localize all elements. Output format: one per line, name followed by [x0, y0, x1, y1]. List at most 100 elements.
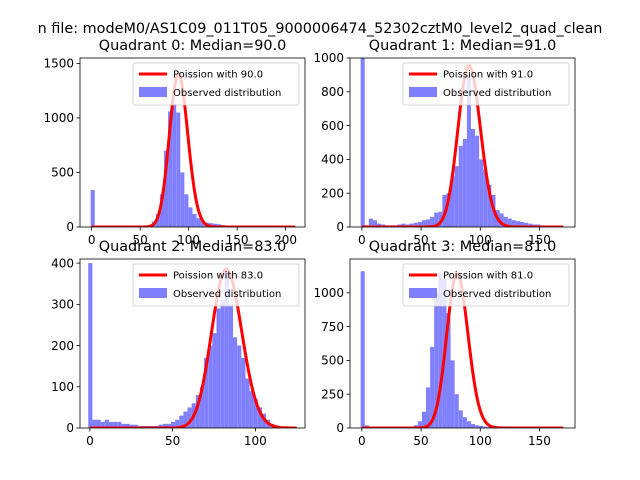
histogram-bar — [192, 213, 197, 227]
histogram-bar — [479, 425, 484, 428]
histogram-bar — [503, 216, 508, 227]
legend-observed-swatch — [409, 288, 437, 298]
histogram-bar — [458, 410, 463, 428]
histogram-bar — [470, 423, 476, 428]
legend-box — [132, 62, 300, 106]
histogram-bar — [483, 426, 488, 428]
x-tick-label: 0 — [358, 233, 366, 247]
histogram-bar — [180, 172, 185, 227]
panel-quadrant-1: 0 50 100 150 0 200 400 600 800 1000 Quadrant 1: Me… — [313, 38, 576, 247]
histogram-bar — [483, 169, 488, 227]
axes-frame — [349, 57, 576, 228]
y-tick-label: 0 — [66, 220, 74, 234]
histogram-bar — [434, 212, 439, 227]
histogram-bar — [401, 223, 406, 227]
histogram-bar — [249, 390, 254, 428]
histogram-bar — [96, 419, 101, 428]
histogram-bar — [450, 360, 455, 428]
y-tick-label: 1000 — [313, 286, 344, 300]
histogram-bar — [466, 421, 471, 428]
y-tick-label: 0 — [336, 220, 344, 234]
histogram-bar — [421, 220, 427, 227]
histogram-bar — [204, 357, 209, 428]
histogram-bar — [129, 424, 134, 428]
x-tick-label: 150 — [226, 233, 249, 247]
legend-observed-label: Observed distribution — [173, 88, 281, 99]
histogram-bar — [475, 135, 480, 227]
histogram-bar — [172, 103, 177, 227]
axes-frame — [79, 57, 306, 228]
histogram-bar — [195, 395, 200, 428]
y-tick-label: 200 — [51, 339, 74, 353]
histogram-bar — [450, 176, 455, 227]
histogram-bar — [113, 421, 118, 428]
histogram-bar — [507, 218, 512, 227]
legend-observed-swatch — [139, 87, 167, 97]
histogram-bar — [216, 308, 221, 428]
panel-title: Quadrant 2: Median=83.0 — [99, 239, 287, 255]
poisson-curve — [91, 72, 296, 227]
histogram-bar — [208, 345, 213, 428]
legend-observed-label: Observed distribution — [443, 88, 551, 99]
histogram-bar — [360, 271, 365, 428]
histogram-bar — [212, 333, 217, 428]
y-tick-label: 400 — [321, 153, 344, 167]
legend-observed-swatch — [409, 87, 437, 97]
x-tick-label: 0 — [358, 434, 366, 448]
histogram-bar — [163, 150, 169, 227]
x-tick-label: 50 — [413, 233, 428, 247]
y-tick-label: 1000 — [313, 51, 344, 65]
histogram-bar — [409, 223, 414, 227]
panel-title: Quadrant 1: Median=91.0 — [369, 38, 557, 54]
histogram-bar — [462, 417, 467, 428]
legend-box — [402, 263, 570, 307]
histogram-bar — [528, 223, 533, 227]
histogram-bar — [487, 184, 492, 227]
histogram-bar — [117, 421, 122, 428]
histogram-bar — [100, 421, 105, 428]
histogram-bar — [368, 218, 373, 227]
y-tick-label: 400 — [51, 256, 74, 270]
histogram-bar — [438, 272, 443, 428]
legend-poisson-label: Poission with 81.0 — [443, 271, 533, 282]
histogram-bar — [162, 423, 167, 428]
x-tick-label: 200 — [274, 233, 297, 247]
histogram-bar — [220, 300, 225, 428]
legend-observed-swatch — [139, 288, 167, 298]
histogram-bar — [253, 399, 258, 428]
legend-poisson-label: Poission with 90.0 — [173, 70, 263, 81]
legend-poisson-label: Poission with 83.0 — [173, 271, 263, 282]
y-tick-label: 500 — [51, 166, 74, 180]
histogram-bar — [417, 221, 422, 227]
histogram-bar — [438, 211, 443, 227]
histogram-bar — [196, 218, 201, 227]
panel-quadrant-2: 0 50 100 0 100 200 300 400 Quadrant 2: Median=83… — [51, 239, 306, 448]
histogram-bar — [179, 415, 184, 428]
histogram-bar — [88, 263, 93, 428]
x-tick-label: 50 — [165, 434, 180, 448]
axes-frame — [349, 258, 576, 429]
x-tick-label: 100 — [469, 233, 492, 247]
histogram-bar — [446, 193, 451, 227]
legend-box — [402, 62, 570, 106]
legend: Poission with 81.0 Observed distribution — [402, 263, 570, 307]
histogram-bar — [187, 407, 192, 428]
legend-observed-label: Observed distribution — [173, 289, 281, 300]
legend: Poission with 91.0 Observed distribution — [402, 62, 570, 106]
histogram-bar — [176, 112, 181, 227]
y-tick-label: 600 — [321, 119, 344, 133]
histogram-bar — [479, 159, 484, 227]
legend-box — [132, 263, 300, 307]
histogram-bar — [90, 189, 95, 227]
histogram-bar — [360, 58, 365, 227]
histogram-bar — [377, 223, 382, 227]
histogram-bar — [430, 216, 435, 227]
histogram-bar — [372, 220, 377, 227]
y-tick-label: 200 — [321, 186, 344, 200]
x-tick-label: 100 — [244, 434, 267, 448]
histogram-bar — [430, 346, 435, 428]
histogram-bar — [133, 424, 138, 428]
y-tick-label: 300 — [51, 298, 74, 312]
y-tick-label: 100 — [51, 380, 74, 394]
